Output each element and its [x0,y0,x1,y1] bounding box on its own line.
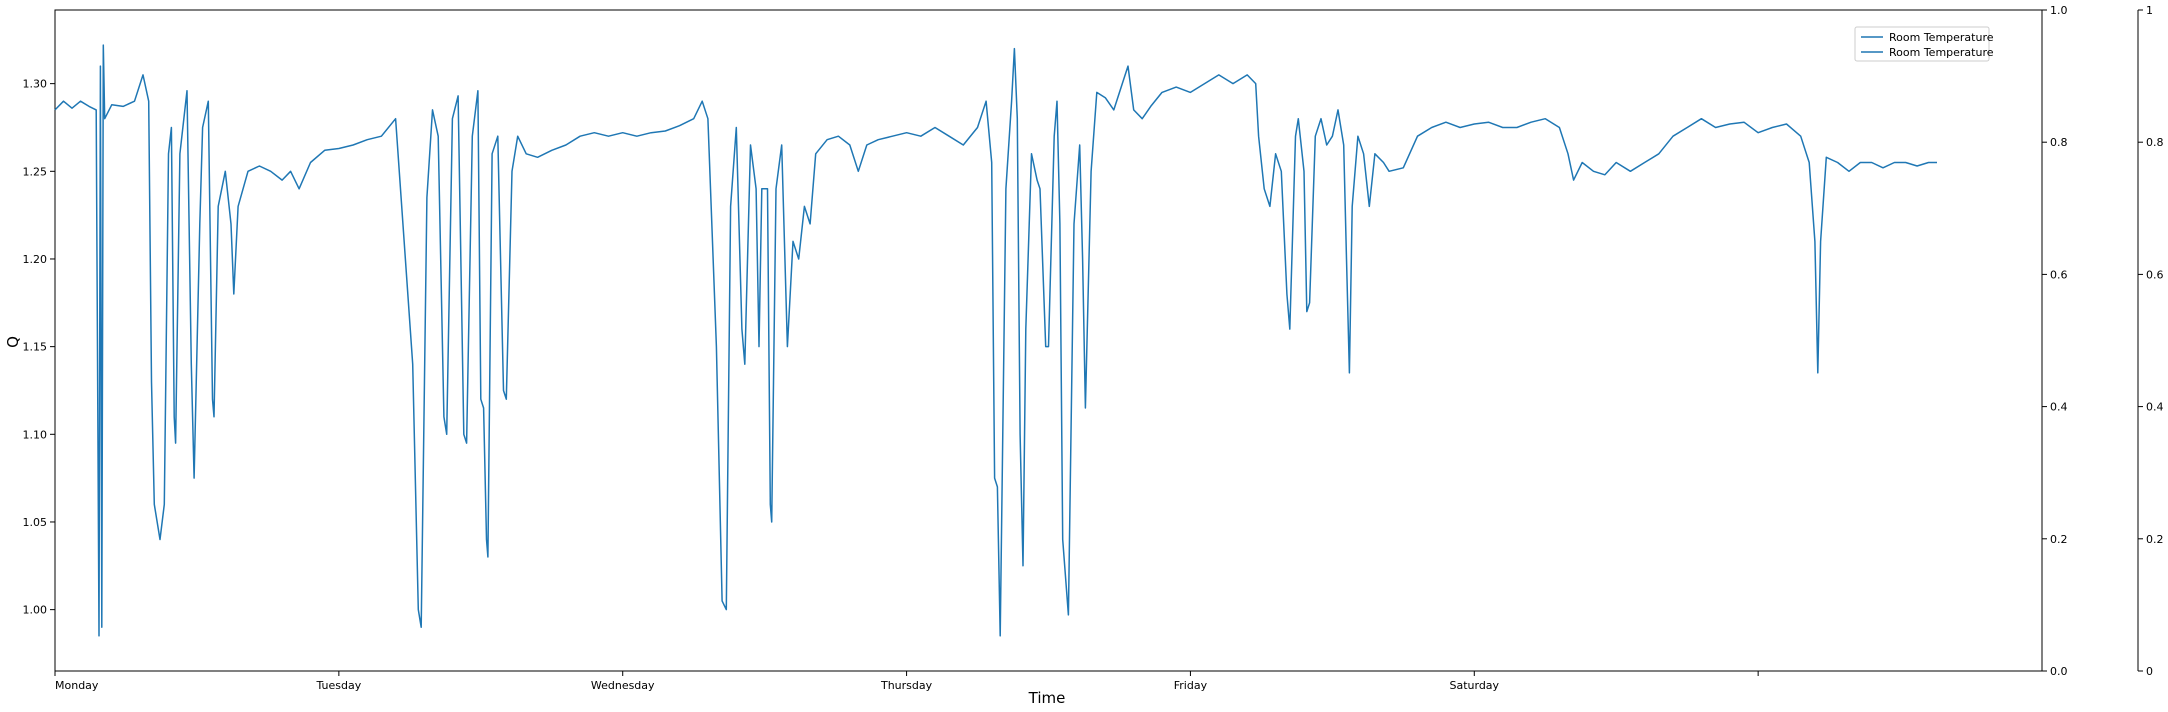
legend-entry-1: Room Temperature [1889,31,1994,44]
secondary-2-tick-label: 1 [2146,4,2153,17]
y-tick-label: 1.10 [23,428,48,441]
secondary-y-axis-1: 0.0 0.2 0.4 0.6 0.8 1.0 [2042,4,2068,678]
x-tick-label: Monday [55,679,99,692]
x-tick-label: Thursday [880,679,933,692]
y-tick-label: 1.30 [23,78,48,91]
x-tick-label: Saturday [1449,679,1499,692]
secondary-tick-label: 1.0 [2050,4,2068,17]
y-tick-label: 1.25 [23,165,48,178]
secondary-2-tick-label: 0 [2146,665,2153,678]
secondary-2-tick-label: 0.2 [2146,533,2164,546]
secondary-tick-label: 0.4 [2050,401,2068,414]
y-tick-label: 1.00 [23,604,48,617]
legend: Room Temperature Room Temperature [1854,26,1994,62]
legend-entry-2: Room Temperature [1889,46,1994,59]
secondary-y-axis-2: 0 0.2 0.4 0.6 0.8 1 [2137,4,2164,678]
y-axis-label: Q [4,336,22,348]
secondary-tick-label: 0.0 [2050,665,2068,678]
y-axis: 1.00 1.05 1.10 1.15 1.20 1.25 1.30 [23,78,55,617]
y-tick-label: 1.20 [23,253,48,266]
y-tick-label: 1.15 [23,341,48,354]
x-axis: Monday Tuesday Wednesday Thursday Friday Satu… [54,671,1759,692]
secondary-2-tick-label: 0.6 [2146,268,2164,281]
secondary-tick-label: 0.2 [2050,533,2068,546]
secondary-tick-label: 0.6 [2050,268,2068,281]
x-axis-label: Time [1028,689,1066,707]
y-tick-label: 1.05 [23,516,48,529]
x-tick-label: Friday [1174,679,1208,692]
x-tick-label: Wednesday [591,679,655,692]
secondary-2-tick-label: 0.4 [2146,401,2164,414]
series-layer [54,44,1937,637]
series-line-room-temperature [54,44,1937,637]
legend-box [1854,26,1990,62]
secondary-2-tick-label: 0.8 [2146,136,2164,149]
secondary-tick-label: 0.8 [2050,136,2068,149]
x-tick-label: Tuesday [315,679,361,692]
